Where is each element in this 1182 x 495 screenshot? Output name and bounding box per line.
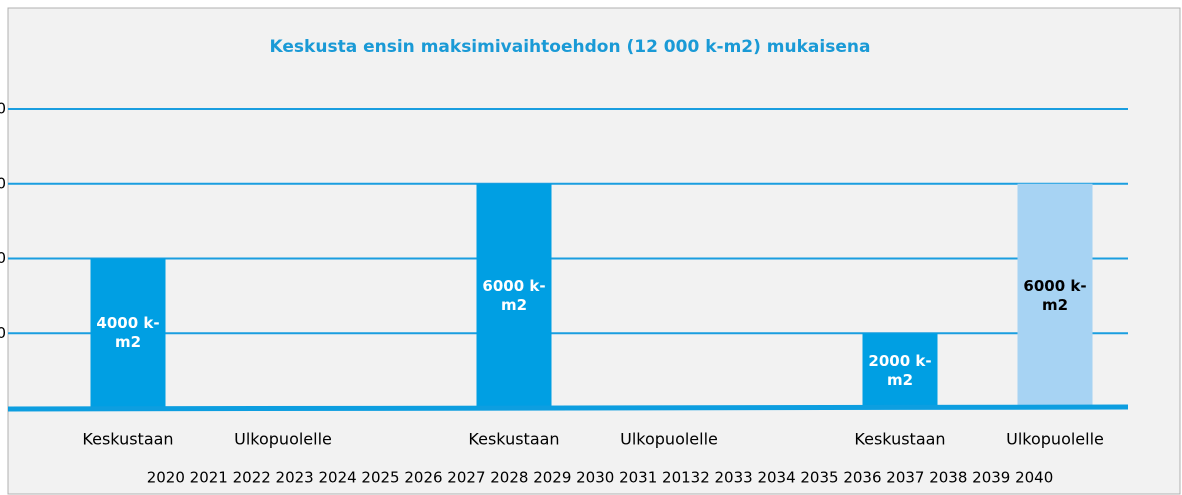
bar (476, 183, 552, 408)
value-label: 2000 k-m2 (868, 351, 932, 389)
baseline (7, 404, 1129, 412)
bar (862, 333, 938, 408)
x-tick-label: Ulkopuolelle (1006, 430, 1104, 449)
y-tick-label: 8000 (0, 100, 6, 118)
chart-title: Keskusta ensin maksimivaihtoehdon (12 00… (270, 37, 871, 57)
y-tick-label: 6000 (0, 174, 6, 192)
x-tick-label: Ulkopuolelle (234, 430, 332, 449)
bar (1017, 183, 1093, 408)
chart-frame (7, 7, 1181, 495)
y-tick-label: 2000 (0, 324, 6, 342)
value-label: 6000 k-m2 (1023, 276, 1087, 314)
x-tick-label: Ulkopuolelle (620, 430, 718, 449)
value-label: 4000 k-m2 (96, 314, 160, 352)
bar (90, 258, 166, 408)
x-tick-label: Keskustaan (468, 430, 559, 449)
y-tick-label: 4000 (0, 249, 6, 267)
x-secondary-label: 2020 2021 2022 2023 2024 2025 2026 2027 … (147, 469, 1054, 487)
x-tick-label: Keskustaan (82, 430, 173, 449)
value-label: 6000 k-m2 (482, 276, 546, 314)
x-tick-label: Keskustaan (854, 430, 945, 449)
